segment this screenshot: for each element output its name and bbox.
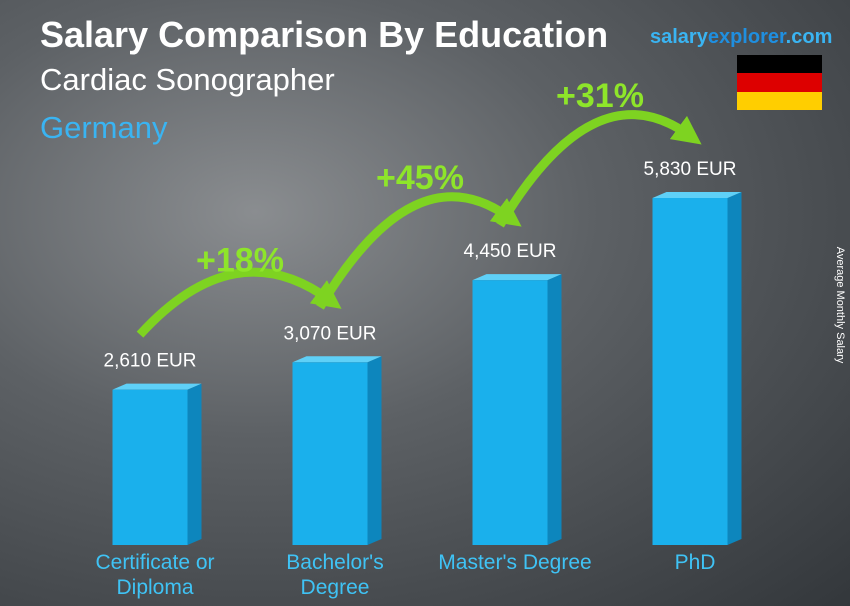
country: Germany: [40, 110, 168, 145]
brand-part: explorer: [707, 26, 786, 48]
bar: [292, 362, 368, 545]
bar: [652, 198, 728, 545]
value-label: 4,450 EUR: [464, 241, 557, 262]
bar-side: [547, 274, 562, 545]
value-label: 3,070 EUR: [284, 323, 377, 344]
brand-part: salary: [650, 26, 708, 48]
bar-top: [652, 192, 742, 198]
bar-side: [367, 356, 382, 545]
bar-side: [187, 383, 202, 545]
category-label: PhD: [674, 551, 716, 574]
change-arrow: [136, 267, 342, 338]
brand-part: .com: [785, 26, 833, 48]
y-axis-label: Average Monthly Salary: [834, 247, 846, 364]
job-title: Cardiac Sonographer: [40, 62, 335, 97]
chart-title: Salary Comparison By Education: [40, 14, 609, 55]
bar: [112, 389, 188, 545]
change-arrow: [316, 192, 522, 310]
change-label: +45%: [376, 159, 464, 197]
bar: [472, 280, 548, 545]
value-label: 2,610 EUR: [104, 351, 197, 372]
change-label: +18%: [196, 241, 284, 279]
category-label: Master's Degree: [438, 551, 592, 574]
bar-side: [727, 192, 742, 545]
bar-top: [112, 383, 202, 390]
bar-top: [292, 356, 382, 363]
change-label: +31%: [556, 77, 644, 115]
flag: [737, 55, 822, 110]
change-arrow: [496, 110, 702, 228]
bar-top: [472, 274, 562, 281]
category-label: Bachelor's Degree: [286, 551, 384, 599]
value-label: 5,830 EUR: [644, 159, 737, 180]
brand: salaryexplorer.com: [650, 26, 832, 49]
category-label: Certificate or Diploma: [95, 551, 215, 599]
